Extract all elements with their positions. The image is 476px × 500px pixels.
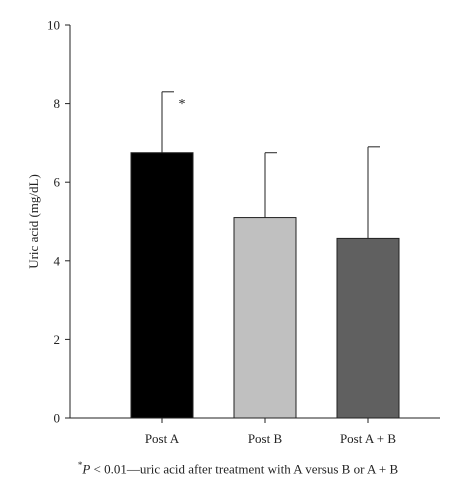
bar-chart: Uric acid (mg/dL) 0 2 4 6 8 10 Post A Post B Po… [26,18,440,446]
footnote: *P < 0.01—uric acid after treatment with… [0,460,476,477]
y-tick-label: 6 [54,175,61,190]
y-tick-label: 2 [54,332,61,347]
y-tick-label: 10 [47,18,60,33]
y-axis-title: Uric acid (mg/dL) [26,174,41,269]
x-tick-label: Post A [145,431,180,446]
x-tick-label: Post A + B [340,431,396,446]
y-tick-label: 4 [54,253,61,268]
footnote-text: < 0.01—uric acid after treatment with A … [90,461,399,477]
footnote-marker: * [77,460,83,470]
bar-post-a [130,152,194,419]
x-tick-label: Post B [248,431,283,446]
significance-marker: * [179,97,186,112]
bar-post-b [233,217,297,419]
bar-post-a-b [336,237,400,419]
footnote-p-symbol: P [82,461,91,477]
y-tick-label: 0 [54,411,61,426]
y-tick-label: 8 [54,96,61,111]
